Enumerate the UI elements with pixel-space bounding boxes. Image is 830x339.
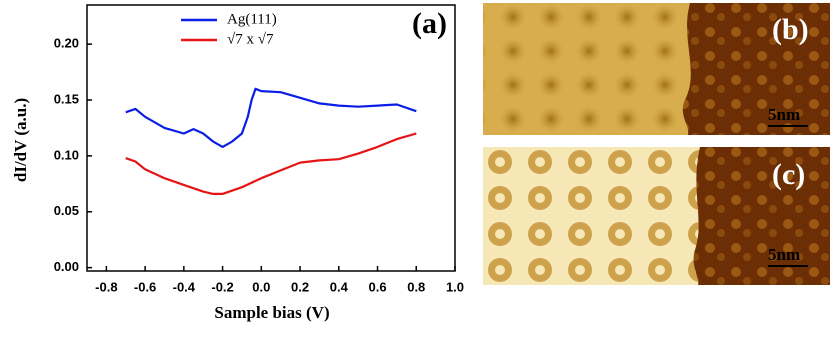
legend-label: Ag(111) (227, 11, 277, 27)
legend-label: √7 x √7 (227, 31, 274, 47)
y-axis-title: dI/dV (a.u.) (11, 98, 30, 182)
panel-label: (a) (412, 7, 447, 40)
stm-region (693, 147, 830, 285)
x-tick-label: 1.0 (446, 279, 464, 294)
y-tick-label: 0.00 (54, 259, 79, 274)
x-tick-label: -0.6 (134, 279, 156, 294)
y-tick-label: 0.05 (54, 203, 79, 218)
image-b: (b) 5nm (483, 3, 830, 135)
panel-label: (c) (772, 158, 805, 191)
plot-frame (86, 4, 456, 272)
x-tick-label: 0.8 (407, 279, 425, 294)
x-axis-title: Sample bias (V) (214, 303, 329, 322)
scale-label: 5nm (768, 245, 800, 264)
y-tick-label: 0.20 (54, 36, 79, 51)
x-tick-label: -0.2 (211, 279, 233, 294)
series-line (125, 87, 417, 148)
scale-label: 5nm (768, 105, 800, 124)
x-tick-label: 0.4 (330, 279, 349, 294)
stm-region (682, 3, 830, 135)
series-line (125, 132, 417, 195)
y-tick-label: 0.10 (54, 147, 79, 162)
x-tick-label: -0.8 (95, 279, 117, 294)
image-c: (c) 5nm (483, 147, 830, 285)
x-tick-label: -0.4 (173, 279, 196, 294)
y-tick-label: 0.15 (54, 91, 79, 106)
x-tick-label: 0.0 (252, 279, 270, 294)
x-tick-label: 0.2 (291, 279, 309, 294)
x-tick-label: 0.6 (368, 279, 386, 294)
panel-label: (b) (772, 13, 809, 46)
